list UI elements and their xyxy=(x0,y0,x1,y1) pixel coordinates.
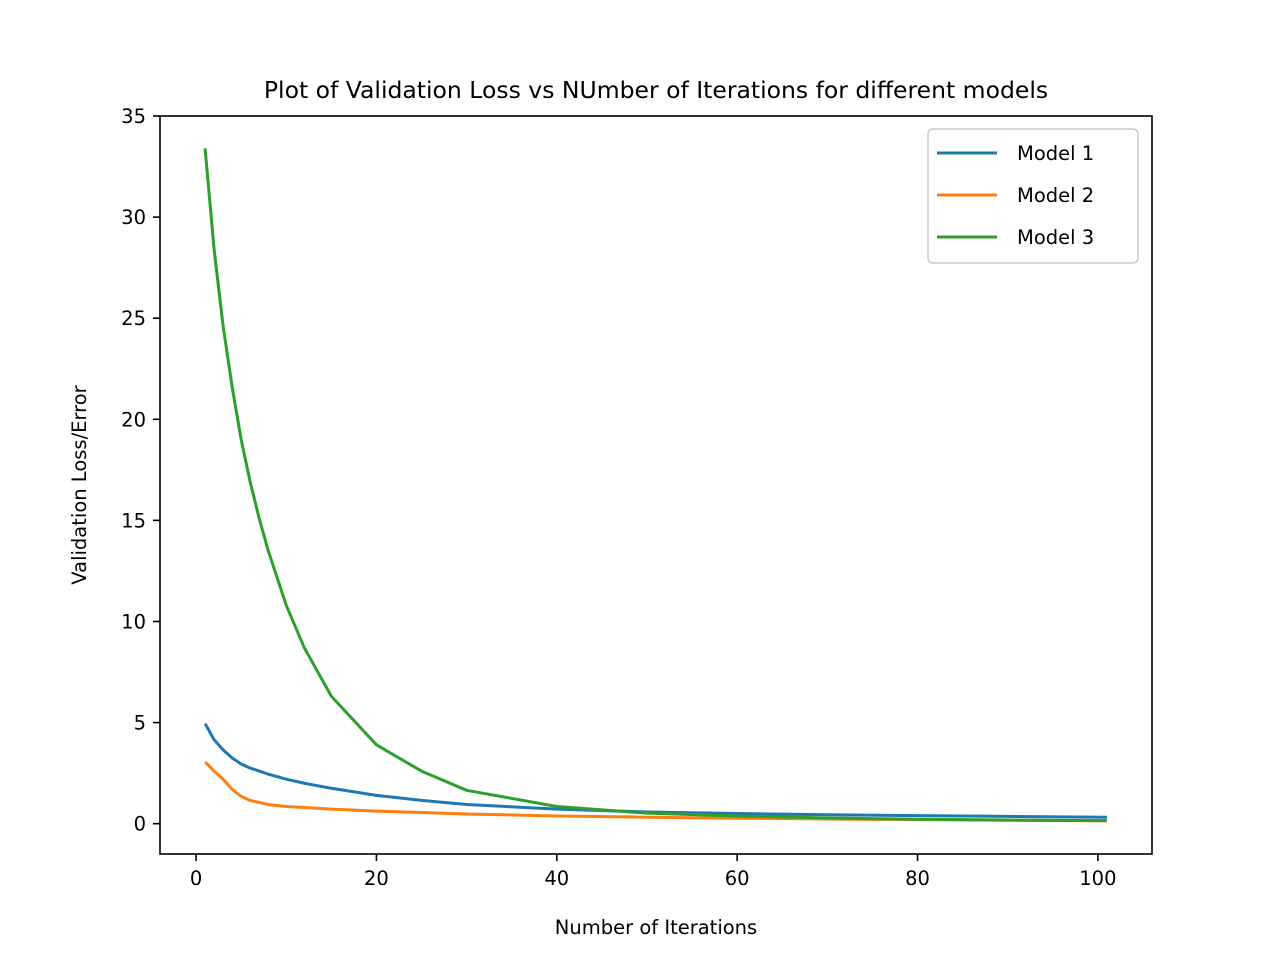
y-axis-label: Validation Loss/Error xyxy=(68,384,91,584)
x-axis-ticks: 0 20 40 60 80 100 xyxy=(190,854,1117,890)
series-line-model-1 xyxy=(203,722,1107,819)
legend-label-model-3: Model 3 xyxy=(1017,226,1094,249)
legend-label-model-2: Model 2 xyxy=(1017,184,1094,207)
legend-label-model-1: Model 1 xyxy=(1017,142,1094,165)
x-tick-label: 60 xyxy=(725,867,750,890)
y-tick-label: 30 xyxy=(121,206,146,229)
x-tick-label: 80 xyxy=(905,867,930,890)
series-line-model-3 xyxy=(203,148,1107,823)
plot-frame xyxy=(159,115,1153,855)
x-axis-label: Number of Iterations xyxy=(555,916,757,939)
y-tick-label: 5 xyxy=(134,712,146,735)
x-tick-label: 100 xyxy=(1079,867,1116,890)
chart-title: Plot of Validation Loss vs NUmber of Ite… xyxy=(264,76,1048,104)
x-tick-label: 0 xyxy=(190,867,202,890)
legend-box xyxy=(927,128,1139,264)
legend: Model 1 Model 2 Model 3 xyxy=(927,128,1139,264)
y-tick-label: 0 xyxy=(134,813,146,836)
legend-entries: Model 1 Model 2 Model 3 xyxy=(937,142,1094,249)
y-tick-label: 15 xyxy=(121,509,146,532)
x-tick-label: 20 xyxy=(364,867,389,890)
series-lines xyxy=(203,148,1107,823)
y-tick-label: 25 xyxy=(121,307,146,330)
y-tick-label: 20 xyxy=(121,408,146,431)
x-tick-label: 40 xyxy=(544,867,569,890)
y-tick-label: 10 xyxy=(121,610,146,633)
y-tick-label: 35 xyxy=(121,105,146,128)
y-axis-ticks: 0 5 10 15 20 25 30 35 xyxy=(121,105,160,836)
